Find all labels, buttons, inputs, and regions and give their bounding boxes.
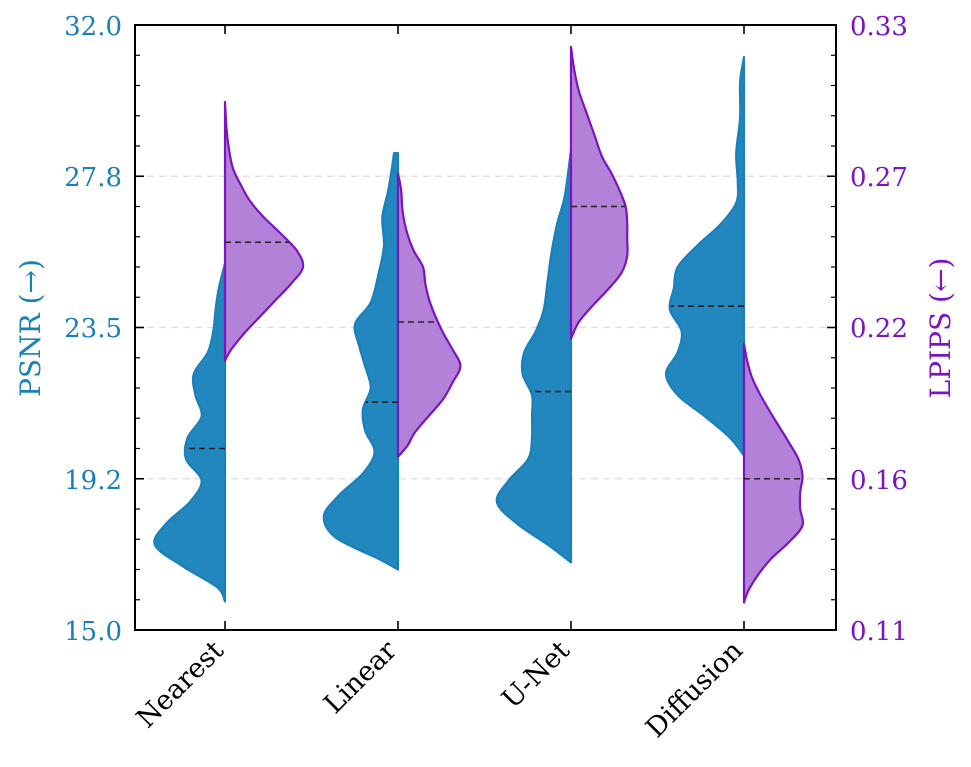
left-tick-label: 15.0: [64, 617, 122, 647]
lpips-violin-unet: [569, 45, 629, 340]
median-lines: [186, 205, 803, 480]
violins: [153, 45, 805, 604]
psnr-violin-unet: [495, 148, 573, 564]
left-tick-label: 27.8: [64, 163, 122, 193]
right-tick-label: 0.11: [850, 617, 908, 647]
right-tick-label: 0.22: [850, 314, 908, 344]
right-tick-label: 0.27: [850, 163, 908, 193]
lpips-violin-diffusion: [742, 342, 805, 604]
right-tick-label: 0.33: [850, 12, 908, 42]
gridlines: [135, 175, 836, 480]
category-label-nearest: Nearest: [131, 635, 230, 734]
lpips-violin-linear: [396, 172, 462, 458]
left-tick-label: 19.2: [64, 466, 122, 496]
category-label-linear: Linear: [318, 635, 403, 720]
right-tick-label: 0.16: [850, 466, 908, 496]
right-axis-title: LPIPS (←): [924, 258, 957, 399]
lpips-violin-nearest: [223, 100, 305, 362]
psnr-violin-linear: [322, 152, 400, 571]
psnr-violin-nearest: [153, 262, 227, 603]
category-label-unet: U-Net: [496, 635, 576, 715]
axis-ticks: [135, 24, 836, 631]
left-tick-label: 32.0: [64, 12, 122, 42]
category-label-diffusion: Diffusion: [640, 635, 749, 744]
left-axis-title: PSNR (→): [14, 259, 47, 397]
left-tick-label: 23.5: [64, 314, 122, 344]
psnr-violin-diffusion: [664, 55, 746, 457]
